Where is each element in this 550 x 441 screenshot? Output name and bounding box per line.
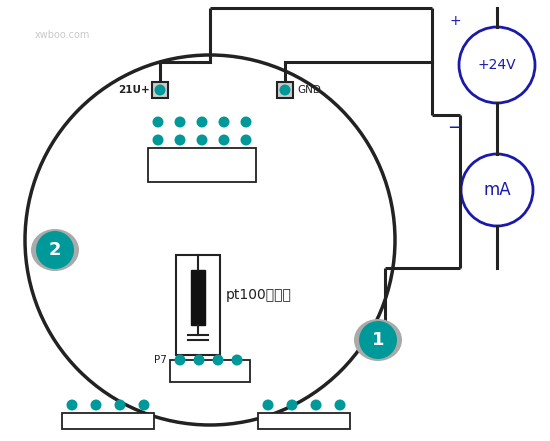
Circle shape <box>194 355 205 366</box>
Circle shape <box>174 116 185 127</box>
Circle shape <box>218 135 229 146</box>
Circle shape <box>174 355 185 366</box>
Circle shape <box>240 116 251 127</box>
Bar <box>191 270 205 325</box>
Circle shape <box>334 400 345 411</box>
Text: +24V: +24V <box>478 58 516 72</box>
Bar <box>176 255 220 355</box>
Text: P7: P7 <box>154 355 167 365</box>
Text: xwboo.com: xwboo.com <box>35 30 90 40</box>
Circle shape <box>152 135 163 146</box>
Bar <box>62 413 154 429</box>
Bar <box>258 413 350 429</box>
Circle shape <box>155 85 166 96</box>
Circle shape <box>139 400 150 411</box>
Circle shape <box>114 400 125 411</box>
Ellipse shape <box>31 229 79 271</box>
Circle shape <box>279 85 290 96</box>
Text: 1: 1 <box>372 331 384 349</box>
Bar <box>152 82 168 98</box>
Text: GND: GND <box>297 85 321 95</box>
Circle shape <box>359 321 397 359</box>
Circle shape <box>196 116 207 127</box>
Bar <box>170 360 250 382</box>
Circle shape <box>152 116 163 127</box>
Ellipse shape <box>354 319 402 361</box>
Circle shape <box>287 400 298 411</box>
Circle shape <box>36 231 74 269</box>
Circle shape <box>91 400 102 411</box>
Text: mA: mA <box>483 181 511 199</box>
Text: pt100铂电阻: pt100铂电阻 <box>226 288 292 302</box>
Bar <box>277 82 293 98</box>
Circle shape <box>218 116 229 127</box>
Text: −: − <box>448 120 463 138</box>
Circle shape <box>196 135 207 146</box>
Circle shape <box>240 135 251 146</box>
Text: +: + <box>449 14 461 28</box>
Circle shape <box>232 355 243 366</box>
Circle shape <box>262 400 273 411</box>
Text: 2: 2 <box>49 241 61 259</box>
Circle shape <box>212 355 223 366</box>
Circle shape <box>311 400 322 411</box>
Circle shape <box>174 135 185 146</box>
Bar <box>148 148 256 182</box>
Circle shape <box>67 400 78 411</box>
Text: 21U+: 21U+ <box>118 85 150 95</box>
